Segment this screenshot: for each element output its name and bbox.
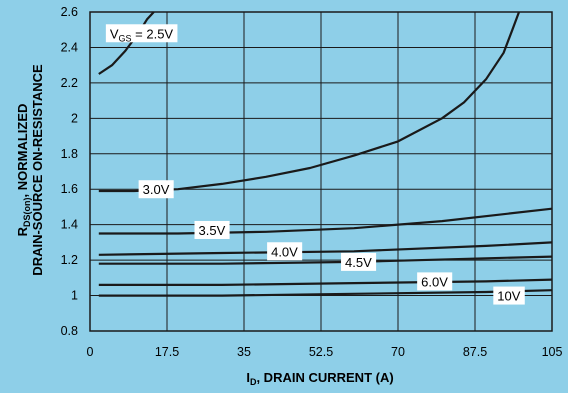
y-axis-title-line1: RDS(on), NORMALIZED — [15, 104, 32, 237]
x-tick-label-5: 87.5 — [463, 345, 487, 359]
y-axis-title-line2: DRAIN-SOURCE ON-RESISTANCE — [30, 64, 45, 276]
series-label-text: 10V — [497, 289, 520, 304]
series-label-5: 6.0V — [417, 272, 453, 291]
y-tick-label-1: 1 — [71, 289, 78, 303]
series-label-box — [341, 252, 377, 271]
series-label-0: VGS = 2.5V — [105, 24, 178, 43]
x-ticks: 0 17.5 35 52.5 70 87.5 105 — [87, 345, 563, 359]
series-label-box — [194, 220, 230, 239]
x-tick-label-3: 52.5 — [309, 345, 333, 359]
series-label-6: 10V — [493, 286, 525, 305]
series-line-5 — [98, 278, 553, 286]
y-tick-label-0: 0.8 — [61, 324, 78, 338]
y-tick-label-7: 2.2 — [61, 76, 78, 90]
y-tick-label-5: 1.8 — [61, 147, 78, 161]
series-line-2 — [98, 207, 553, 235]
series-label-text: 4.5V — [345, 255, 372, 270]
series-label-box — [493, 286, 525, 305]
series-label-4: 4.5V — [341, 252, 377, 271]
series-label-box — [417, 272, 453, 291]
y-tick-label-2: 1.2 — [61, 253, 78, 267]
x-tick-label-1: 17.5 — [155, 345, 179, 359]
plot-frame — [89, 11, 553, 332]
series-line-1 — [98, 11, 521, 193]
y-tick-label-8: 2.4 — [61, 40, 78, 54]
series-label-1: 3.0V — [138, 180, 174, 199]
series-label-3: 4.0V — [267, 242, 303, 261]
series-label-text: 3.5V — [199, 223, 226, 238]
x-axis-title: ID, DRAIN CURRENT (A) — [246, 370, 393, 387]
series-label-box — [267, 242, 303, 261]
x-tick-label-2: 35 — [237, 345, 251, 359]
x-tick-label-4: 70 — [391, 345, 405, 359]
series-label-text: VGS = 2.5V — [110, 26, 174, 43]
series-label-box — [105, 24, 178, 43]
x-tick-label-6: 105 — [542, 345, 563, 359]
y-tick-label-6: 2 — [71, 111, 78, 125]
series-label-box — [138, 180, 174, 199]
y-tick-label-3: 1.4 — [61, 218, 78, 232]
series-label-text: 4.0V — [271, 244, 298, 259]
series-labels: VGS = 2.5V 3.0V 3.5V 4.0V 4.5V 6.0V 10V — [105, 24, 525, 305]
series-line-3 — [98, 241, 553, 256]
series-label-text: 6.0V — [421, 274, 448, 289]
x-tick-label-0: 0 — [87, 345, 94, 359]
y-ticks: 0.8 1 1.2 1.4 1.6 1.8 2 2.2 2.4 2.6 — [61, 5, 78, 338]
series-label-text: 3.0V — [143, 182, 170, 197]
series-label-2: 3.5V — [194, 220, 230, 239]
y-tick-label-4: 1.6 — [61, 182, 78, 196]
y-tick-label-9: 2.6 — [61, 5, 78, 19]
